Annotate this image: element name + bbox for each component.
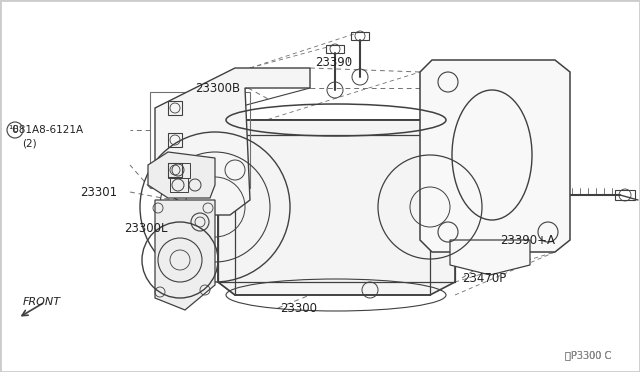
Text: FRONT: FRONT: [23, 297, 61, 307]
Text: 23301: 23301: [80, 186, 117, 199]
Polygon shape: [218, 155, 235, 295]
Text: 23300: 23300: [280, 301, 317, 314]
Text: 23470P: 23470P: [462, 272, 506, 285]
Text: ⒹP3300 C: ⒹP3300 C: [565, 350, 611, 360]
Polygon shape: [218, 120, 455, 295]
Polygon shape: [148, 152, 215, 198]
Polygon shape: [155, 68, 310, 215]
Text: ⒹP3300 C: ⒹP3300 C: [565, 350, 611, 360]
Polygon shape: [450, 240, 530, 275]
Text: 23390: 23390: [315, 55, 352, 68]
Polygon shape: [218, 120, 455, 168]
Text: B: B: [12, 125, 18, 135]
Text: (2): (2): [22, 139, 36, 149]
Text: 23300L: 23300L: [124, 221, 168, 234]
Text: 23300B: 23300B: [195, 81, 240, 94]
Text: 23390+A: 23390+A: [500, 234, 555, 247]
Polygon shape: [155, 200, 215, 310]
Text: ¹081A8-6121A: ¹081A8-6121A: [8, 125, 83, 135]
Polygon shape: [420, 60, 570, 252]
